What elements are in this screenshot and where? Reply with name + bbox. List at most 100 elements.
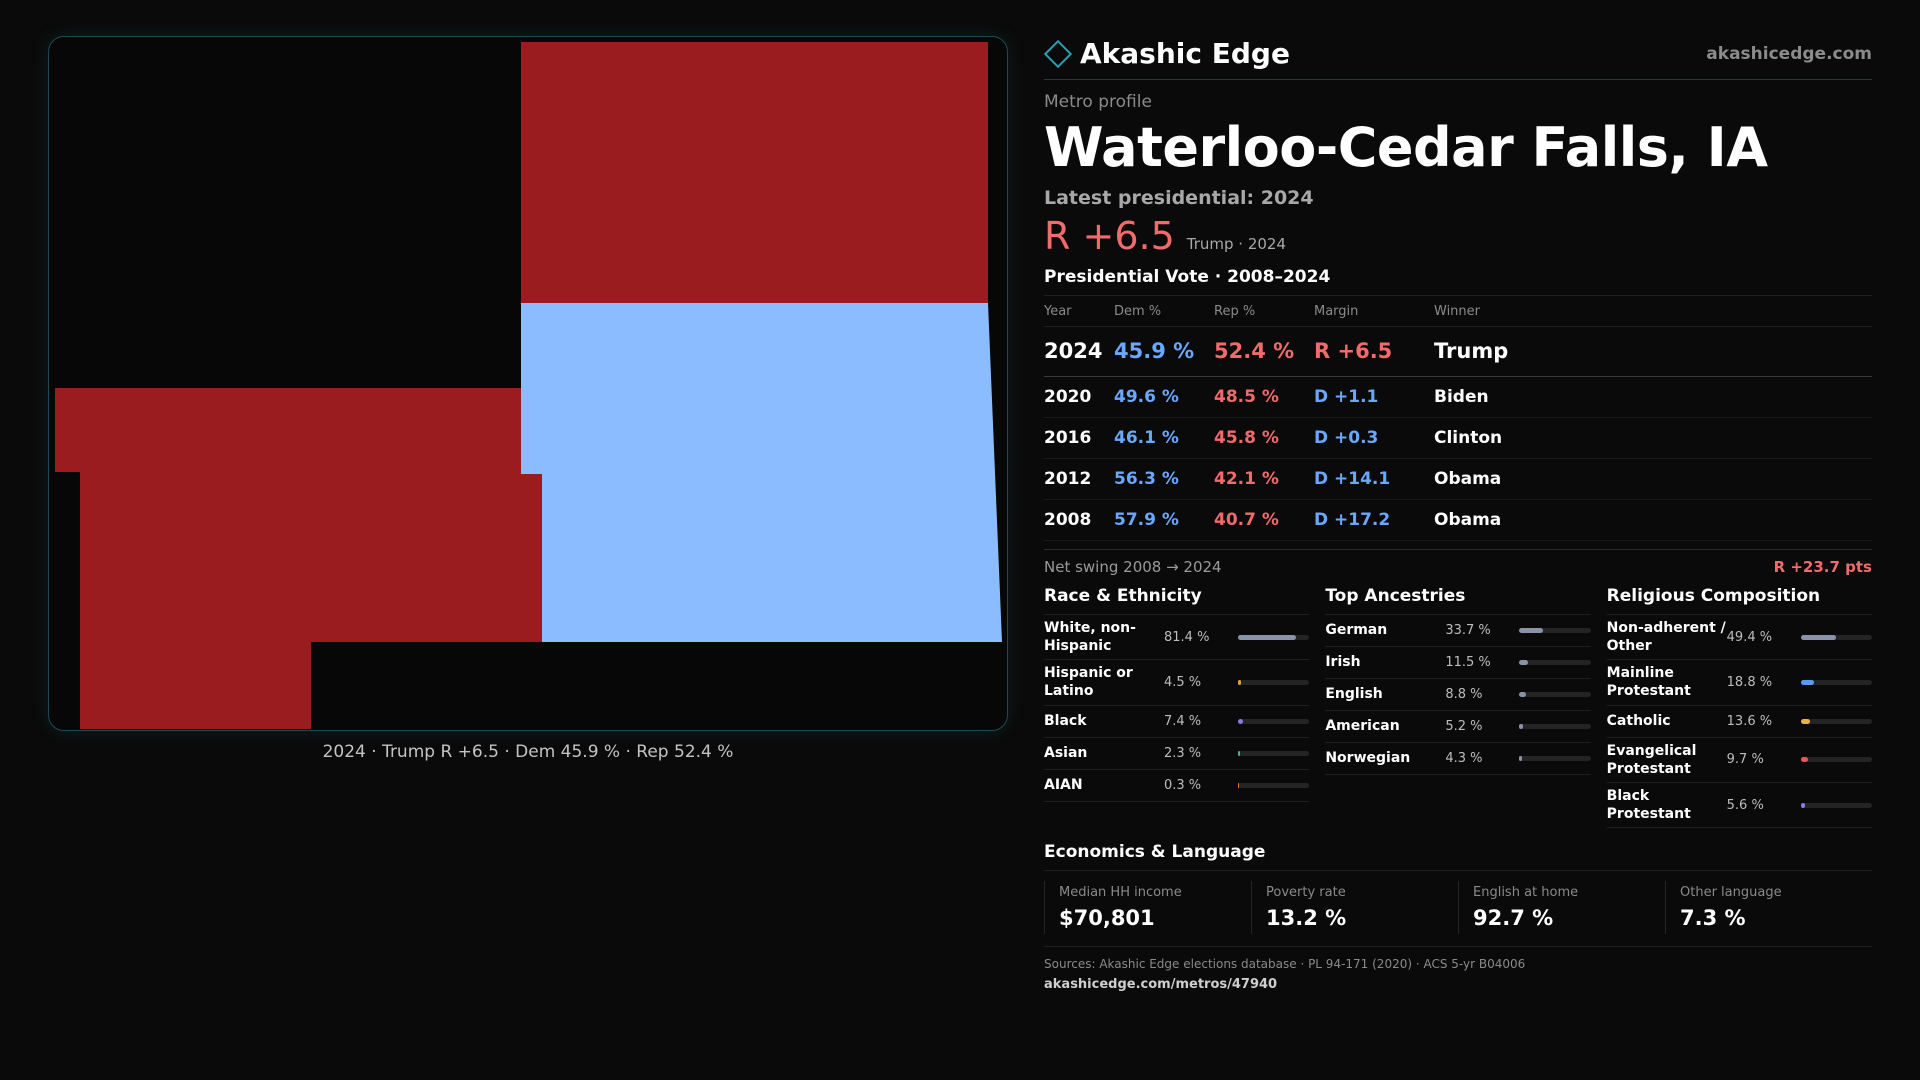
stat-label: German	[1325, 622, 1388, 639]
stat-bar-fill	[1800, 718, 1811, 724]
stat-bar-fill	[1800, 757, 1808, 763]
stat-bar-fill	[1238, 750, 1240, 756]
brand[interactable]: Akashic Edge	[1043, 37, 1290, 70]
stat-bar	[1800, 757, 1872, 763]
stat-row: Irish 11.5 %	[1325, 647, 1591, 679]
stat-bar	[1519, 691, 1591, 697]
brand-row: Akashic Edge akashicedge.com	[1043, 34, 1872, 80]
region-top-right[interactable]	[521, 42, 988, 303]
table-row: 2012 56.3 % 42.1 % D +14.1 Obama	[1044, 458, 1872, 500]
stat-label: Black Protestant	[1606, 788, 1691, 823]
stat-value: 33.7 %	[1445, 622, 1491, 638]
kicker: Metro profile	[1044, 92, 1152, 112]
stat-bar-fill	[1519, 691, 1526, 697]
row-rep: 40.7 %	[1214, 499, 1314, 541]
stat-bar	[1800, 802, 1872, 808]
net-swing: Net swing 2008 → 2024 R +23.7 pts	[1044, 548, 1872, 576]
stat-bar-fill	[1238, 718, 1244, 724]
religion-title: Religious Composition	[1606, 586, 1872, 615]
row-margin: D +1.1	[1314, 376, 1434, 418]
col-margin: Margin	[1314, 296, 1434, 327]
row-dem: 45.9 %	[1114, 326, 1214, 377]
stat-row: White, non-Hispanic 81.4 %	[1044, 615, 1310, 661]
stat-bar-fill	[1238, 634, 1297, 640]
region-right[interactable]	[521, 303, 1002, 642]
latest-margin-value: R +6.5	[1044, 214, 1175, 259]
diamond-logo-icon	[1043, 39, 1073, 68]
econ-stat: Poverty rate 13.2 %	[1251, 881, 1458, 935]
sources-note: Sources: Akashic Edge elections database…	[1044, 957, 1526, 972]
econ-label: Other language	[1680, 885, 1782, 901]
net-swing-value: R +23.7 pts	[1773, 557, 1872, 576]
row-dem: 57.9 %	[1114, 499, 1214, 541]
stat-row: Asian 2.3 %	[1044, 738, 1310, 770]
stat-value: 13.6 %	[1726, 713, 1773, 729]
econ-label: Poverty rate	[1266, 885, 1346, 901]
stat-value: 4.5 %	[1164, 674, 1202, 690]
page-url[interactable]: akashicedge.com/metros/47940	[1044, 977, 1278, 993]
stat-row: Hispanic or Latino 4.5 %	[1044, 660, 1310, 706]
religion-section: Religious Composition Non-adherent / Oth…	[1606, 586, 1872, 829]
stat-label: Norwegian	[1325, 750, 1411, 767]
stat-label: Irish	[1325, 654, 1361, 671]
stat-value: 11.5 %	[1445, 654, 1491, 670]
stat-value: 5.6 %	[1726, 797, 1764, 813]
info-panel: Akashic Edge akashicedge.com Metro profi…	[1043, 34, 1872, 993]
stat-bar	[1519, 755, 1591, 761]
stat-bar-fill	[1519, 659, 1528, 665]
table-row: 2008 57.9 % 40.7 % D +17.2 Obama	[1044, 499, 1872, 541]
economics-title: Economics & Language	[1044, 842, 1872, 872]
race-section: Race & Ethnicity White, non-Hispanic 81.4…	[1044, 586, 1310, 829]
row-margin: R +6.5	[1314, 326, 1434, 377]
stat-row: Black Protestant 5.6 %	[1606, 783, 1872, 829]
latest-margin: R +6.5 Trump · 2024	[1044, 217, 1872, 255]
religion-list: Non-adherent / Other 49.4 % Mainline Prote…	[1606, 615, 1872, 829]
stat-label: Hispanic or Latino	[1044, 665, 1133, 700]
stat-bar-fill	[1800, 679, 1815, 685]
col-dem: Dem %	[1114, 296, 1214, 327]
row-rep: 48.5 %	[1214, 376, 1314, 418]
col-winner: Winner	[1434, 296, 1872, 327]
econ-stat: English at home 92.7 %	[1458, 881, 1665, 935]
stat-bar	[1238, 718, 1310, 724]
stat-row: American 5.2 %	[1325, 711, 1591, 743]
row-rep: 42.1 %	[1214, 458, 1314, 500]
stat-label: AIAN	[1044, 777, 1083, 794]
stat-value: 9.7 %	[1726, 752, 1764, 768]
stat-bar	[1238, 750, 1310, 756]
stat-value: 49.4 %	[1726, 629, 1773, 645]
row-margin: D +0.3	[1314, 417, 1434, 459]
stat-bar-fill	[1800, 634, 1836, 640]
stat-bar-fill	[1800, 802, 1805, 808]
stat-label: Black	[1044, 713, 1087, 730]
stat-bar	[1800, 679, 1872, 685]
ancestry-list: German 33.7 % Irish 11.5 % English 8.8 % Ameri…	[1325, 615, 1591, 775]
stat-row: German 33.7 %	[1325, 615, 1591, 647]
econ-label: Median HH income	[1059, 885, 1182, 901]
metro-map[interactable]	[48, 36, 1008, 731]
race-list: White, non-Hispanic 81.4 % Hispanic or Lat…	[1044, 615, 1310, 802]
row-winner: Obama	[1434, 458, 1872, 500]
stat-bar	[1800, 634, 1872, 640]
brand-name: Akashic Edge	[1080, 37, 1290, 70]
region-left[interactable]	[55, 388, 542, 729]
row-year: 2012	[1044, 458, 1114, 500]
stat-bar-fill	[1238, 679, 1242, 685]
stat-value: 8.8 %	[1445, 686, 1483, 702]
row-margin: D +17.2	[1314, 499, 1434, 541]
stat-bar-fill	[1519, 755, 1523, 761]
stat-bar	[1238, 782, 1310, 788]
stat-bar-fill	[1238, 782, 1240, 788]
stat-label: Non-adherent / Other	[1606, 619, 1726, 655]
row-winner: Trump	[1434, 326, 1872, 377]
stat-bar	[1238, 634, 1310, 640]
row-dem: 46.1 %	[1114, 417, 1214, 459]
stat-label: Mainline Protestant	[1606, 665, 1691, 700]
vote-table-title: Presidential Vote · 2008–2024	[1044, 267, 1872, 297]
stat-value: 5.2 %	[1445, 718, 1483, 734]
stat-bar-fill	[1519, 627, 1544, 633]
site-link[interactable]: akashicedge.com	[1706, 43, 1872, 64]
vote-table-header: Year Dem % Rep % Margin Winner	[1044, 296, 1872, 327]
row-winner: Obama	[1434, 499, 1872, 541]
econ-label: English at home	[1473, 885, 1579, 901]
